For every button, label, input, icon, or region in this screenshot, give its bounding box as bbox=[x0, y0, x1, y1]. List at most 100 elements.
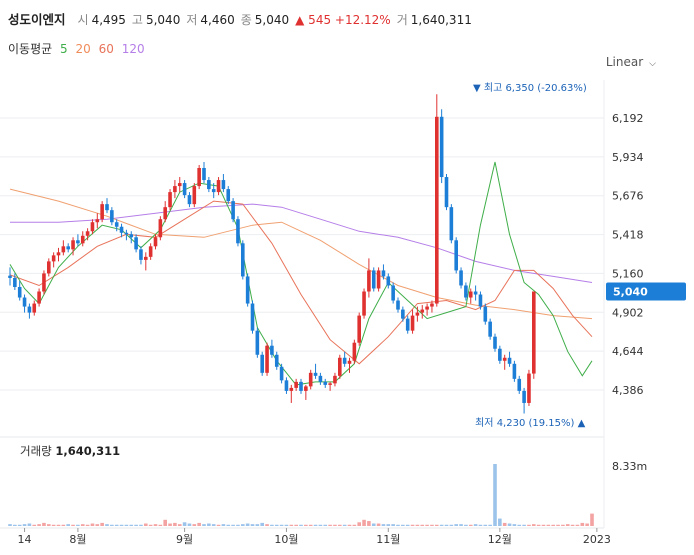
volume-bar bbox=[177, 524, 182, 526]
volume-bar bbox=[328, 524, 332, 526]
candle-body bbox=[478, 294, 483, 307]
candle-body bbox=[444, 177, 449, 208]
candle-body bbox=[338, 357, 342, 376]
candle-body bbox=[90, 222, 95, 232]
volume-bar bbox=[556, 524, 560, 526]
candle-body bbox=[396, 300, 400, 310]
volume-bar bbox=[459, 524, 463, 526]
chevron-down-icon: ⌵ bbox=[649, 59, 656, 69]
candle-body bbox=[532, 291, 536, 374]
candle-body bbox=[347, 360, 352, 364]
y-tick-label: 5,676 bbox=[612, 190, 644, 203]
volume-bar bbox=[61, 524, 66, 526]
volume-bar bbox=[294, 524, 298, 526]
volume-bar bbox=[245, 523, 250, 526]
candle-body bbox=[192, 186, 197, 205]
volume-bar bbox=[17, 524, 22, 526]
last-price-label: 5,040 bbox=[613, 286, 648, 299]
candle-body bbox=[42, 273, 46, 292]
volume-panel-value: 1,640,311 bbox=[55, 444, 121, 458]
volume-bar bbox=[454, 524, 458, 526]
candle-body bbox=[498, 348, 502, 361]
candle-body bbox=[473, 291, 478, 295]
volume-bar bbox=[66, 524, 70, 526]
candle-body bbox=[294, 381, 298, 388]
ma20-legend: 20 bbox=[75, 42, 91, 56]
volume-bar bbox=[265, 524, 269, 526]
candle-body bbox=[527, 373, 531, 403]
candle-body bbox=[148, 246, 153, 257]
volume-bar bbox=[197, 522, 201, 526]
volume-bar bbox=[565, 524, 570, 526]
volume-bar bbox=[226, 524, 231, 526]
volume-axis-label: 8.33m bbox=[612, 460, 647, 473]
candle-body bbox=[522, 390, 526, 403]
volume-bar bbox=[507, 523, 512, 526]
volume-bar bbox=[401, 524, 405, 526]
stock-name: 성도이엔지 bbox=[8, 12, 66, 27]
volume-bar bbox=[473, 524, 478, 526]
close-label: 종 bbox=[240, 13, 252, 27]
scale-mode-dropdown[interactable]: Linear ⌵ bbox=[606, 55, 656, 69]
candle-body bbox=[47, 261, 51, 274]
candle-body bbox=[139, 249, 143, 260]
y-tick-label: 5,160 bbox=[612, 267, 644, 280]
candle-body bbox=[376, 270, 381, 289]
volume-bar bbox=[323, 524, 328, 526]
moving-average-legend[interactable]: 이동평균 5 20 60 120 bbox=[8, 40, 149, 57]
volume-bar bbox=[439, 524, 444, 526]
candle-body bbox=[464, 285, 468, 298]
candle-body bbox=[488, 321, 492, 337]
candle-body bbox=[430, 303, 434, 307]
candle-body bbox=[17, 286, 22, 298]
candle-body bbox=[313, 372, 318, 376]
volume-bar bbox=[32, 524, 37, 526]
candle-body bbox=[512, 363, 517, 379]
volume-bar bbox=[8, 524, 12, 526]
x-tick-label: 12월 bbox=[488, 533, 512, 546]
volume-bar bbox=[95, 524, 100, 526]
volume-bar bbox=[289, 524, 294, 526]
candle-body bbox=[173, 186, 177, 193]
candle-body bbox=[342, 357, 347, 364]
volume-bar bbox=[37, 524, 41, 526]
candle-body bbox=[449, 207, 454, 241]
candle-body bbox=[236, 219, 240, 244]
candle-body bbox=[114, 222, 119, 227]
volume-bar bbox=[148, 524, 153, 526]
candle-body bbox=[405, 318, 410, 331]
y-tick-label: 5,418 bbox=[612, 229, 644, 242]
candle-body bbox=[493, 336, 497, 349]
candle-body bbox=[260, 354, 264, 373]
volume-bar bbox=[299, 524, 303, 526]
volume-bar bbox=[260, 522, 264, 526]
scale-mode-label: Linear bbox=[605, 55, 644, 69]
candle-body bbox=[318, 375, 323, 382]
volume-bar bbox=[241, 524, 245, 526]
volume-bar bbox=[464, 524, 468, 526]
volume-bar bbox=[585, 523, 589, 526]
candle-body bbox=[61, 246, 66, 253]
candle-body bbox=[71, 240, 75, 250]
candle-body bbox=[415, 312, 420, 316]
max-annotation: ▼ 최고 6,350 (-20.63%) bbox=[473, 82, 587, 94]
stock-header: 성도이엔지 시 4,495 고 5,040 저 4,460 종 5,040 ▲ 545 … bbox=[8, 9, 478, 28]
volume-bar bbox=[80, 524, 85, 526]
ma60-legend: 60 bbox=[98, 42, 114, 56]
volume-bar bbox=[498, 518, 502, 526]
candle-body bbox=[274, 354, 279, 367]
volume-bar bbox=[129, 524, 134, 526]
volume-bar bbox=[522, 524, 526, 526]
open-label: 시 bbox=[77, 13, 89, 27]
candle-body bbox=[517, 378, 522, 391]
candle-body bbox=[110, 210, 114, 223]
candle-body bbox=[502, 357, 507, 361]
volume-bar bbox=[357, 522, 361, 526]
y-tick-label: 6,192 bbox=[612, 112, 644, 125]
volume-bar bbox=[27, 523, 32, 526]
volume-bar bbox=[192, 524, 197, 526]
candle-body bbox=[158, 219, 163, 238]
candle-body bbox=[468, 291, 473, 298]
candle-body bbox=[386, 276, 391, 286]
